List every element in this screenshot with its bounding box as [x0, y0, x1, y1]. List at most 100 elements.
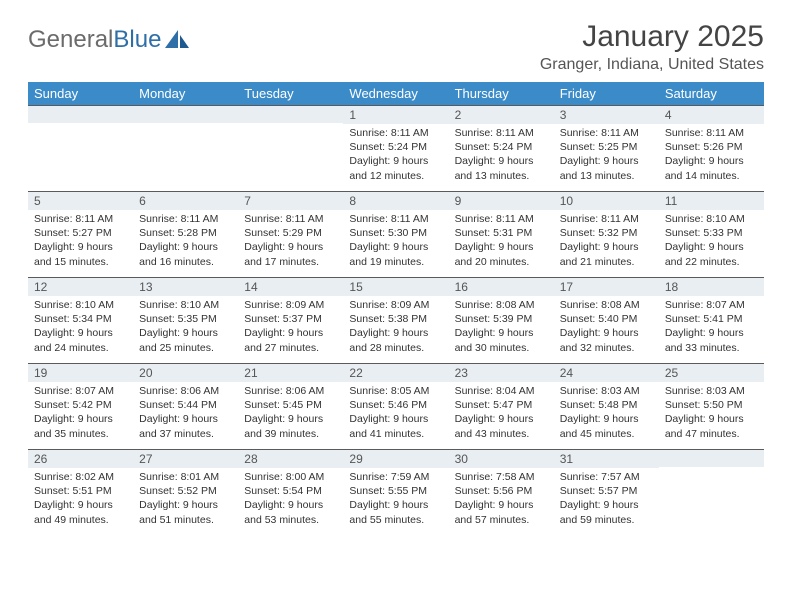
weekday-header: Wednesday: [343, 82, 448, 106]
daylight-text: Daylight: 9 hours and 53 minutes.: [244, 498, 337, 526]
day-number: 16: [449, 278, 554, 296]
day-data: Sunrise: 8:01 AMSunset: 5:52 PMDaylight:…: [133, 468, 238, 531]
day-data: Sunrise: 8:11 AMSunset: 5:31 PMDaylight:…: [449, 210, 554, 273]
daylight-text: Daylight: 9 hours and 49 minutes.: [34, 498, 127, 526]
sunset-text: Sunset: 5:24 PM: [349, 140, 442, 154]
sunset-text: Sunset: 5:42 PM: [34, 398, 127, 412]
calendar-day-cell: 24Sunrise: 8:03 AMSunset: 5:48 PMDayligh…: [554, 364, 659, 450]
day-number: [133, 106, 238, 123]
day-number: 1: [343, 106, 448, 124]
sunset-text: Sunset: 5:54 PM: [244, 484, 337, 498]
daylight-text: Daylight: 9 hours and 13 minutes.: [455, 154, 548, 182]
daylight-text: Daylight: 9 hours and 32 minutes.: [560, 326, 653, 354]
sunrise-text: Sunrise: 8:07 AM: [665, 298, 758, 312]
sunrise-text: Sunrise: 8:04 AM: [455, 384, 548, 398]
calendar-table: Sunday Monday Tuesday Wednesday Thursday…: [28, 82, 764, 536]
day-number: 14: [238, 278, 343, 296]
sunset-text: Sunset: 5:37 PM: [244, 312, 337, 326]
logo-sail-icon: [165, 30, 191, 50]
daylight-text: Daylight: 9 hours and 21 minutes.: [560, 240, 653, 268]
calendar-day-cell: [659, 450, 764, 536]
sunrise-text: Sunrise: 8:11 AM: [244, 212, 337, 226]
day-data: Sunrise: 8:11 AMSunset: 5:24 PMDaylight:…: [449, 124, 554, 187]
daylight-text: Daylight: 9 hours and 15 minutes.: [34, 240, 127, 268]
sunrise-text: Sunrise: 8:00 AM: [244, 470, 337, 484]
calendar-week-row: 12Sunrise: 8:10 AMSunset: 5:34 PMDayligh…: [28, 278, 764, 364]
day-number: 21: [238, 364, 343, 382]
day-data: Sunrise: 8:11 AMSunset: 5:25 PMDaylight:…: [554, 124, 659, 187]
calendar-week-row: 1Sunrise: 8:11 AMSunset: 5:24 PMDaylight…: [28, 106, 764, 192]
sunset-text: Sunset: 5:46 PM: [349, 398, 442, 412]
calendar-day-cell: 8Sunrise: 8:11 AMSunset: 5:30 PMDaylight…: [343, 192, 448, 278]
daylight-text: Daylight: 9 hours and 28 minutes.: [349, 326, 442, 354]
sunrise-text: Sunrise: 8:03 AM: [665, 384, 758, 398]
calendar-day-cell: 3Sunrise: 8:11 AMSunset: 5:25 PMDaylight…: [554, 106, 659, 192]
daylight-text: Daylight: 9 hours and 57 minutes.: [455, 498, 548, 526]
daylight-text: Daylight: 9 hours and 20 minutes.: [455, 240, 548, 268]
logo-text-blue: Blue: [113, 26, 161, 54]
day-data: Sunrise: 8:08 AMSunset: 5:40 PMDaylight:…: [554, 296, 659, 359]
daylight-text: Daylight: 9 hours and 39 minutes.: [244, 412, 337, 440]
calendar-day-cell: [238, 106, 343, 192]
sunset-text: Sunset: 5:39 PM: [455, 312, 548, 326]
daylight-text: Daylight: 9 hours and 35 minutes.: [34, 412, 127, 440]
sunrise-text: Sunrise: 7:58 AM: [455, 470, 548, 484]
day-number: 17: [554, 278, 659, 296]
daylight-text: Daylight: 9 hours and 59 minutes.: [560, 498, 653, 526]
day-data: Sunrise: 8:05 AMSunset: 5:46 PMDaylight:…: [343, 382, 448, 445]
day-number: [28, 106, 133, 123]
daylight-text: Daylight: 9 hours and 19 minutes.: [349, 240, 442, 268]
day-number: 4: [659, 106, 764, 124]
daylight-text: Daylight: 9 hours and 37 minutes.: [139, 412, 232, 440]
day-number: [659, 450, 764, 467]
sunrise-text: Sunrise: 8:11 AM: [139, 212, 232, 226]
sunrise-text: Sunrise: 8:11 AM: [455, 212, 548, 226]
month-title: January 2025: [540, 20, 764, 54]
day-number: 18: [659, 278, 764, 296]
daylight-text: Daylight: 9 hours and 41 minutes.: [349, 412, 442, 440]
day-data: Sunrise: 8:08 AMSunset: 5:39 PMDaylight:…: [449, 296, 554, 359]
day-number: 2: [449, 106, 554, 124]
sunset-text: Sunset: 5:38 PM: [349, 312, 442, 326]
daylight-text: Daylight: 9 hours and 12 minutes.: [349, 154, 442, 182]
header: GeneralBlue January 2025 Granger, Indian…: [28, 20, 764, 74]
calendar-day-cell: 14Sunrise: 8:09 AMSunset: 5:37 PMDayligh…: [238, 278, 343, 364]
calendar-day-cell: 10Sunrise: 8:11 AMSunset: 5:32 PMDayligh…: [554, 192, 659, 278]
day-number: 27: [133, 450, 238, 468]
sunset-text: Sunset: 5:26 PM: [665, 140, 758, 154]
day-data: Sunrise: 8:07 AMSunset: 5:42 PMDaylight:…: [28, 382, 133, 445]
calendar-page: GeneralBlue January 2025 Granger, Indian…: [0, 0, 792, 556]
day-number: 5: [28, 192, 133, 210]
sunrise-text: Sunrise: 8:11 AM: [560, 126, 653, 140]
daylight-text: Daylight: 9 hours and 14 minutes.: [665, 154, 758, 182]
sunset-text: Sunset: 5:52 PM: [139, 484, 232, 498]
day-data: Sunrise: 8:00 AMSunset: 5:54 PMDaylight:…: [238, 468, 343, 531]
weekday-header: Monday: [133, 82, 238, 106]
calendar-day-cell: 7Sunrise: 8:11 AMSunset: 5:29 PMDaylight…: [238, 192, 343, 278]
calendar-day-cell: 18Sunrise: 8:07 AMSunset: 5:41 PMDayligh…: [659, 278, 764, 364]
sunset-text: Sunset: 5:51 PM: [34, 484, 127, 498]
weekday-header: Sunday: [28, 82, 133, 106]
sunrise-text: Sunrise: 8:03 AM: [560, 384, 653, 398]
sunrise-text: Sunrise: 8:11 AM: [560, 212, 653, 226]
calendar-day-cell: 26Sunrise: 8:02 AMSunset: 5:51 PMDayligh…: [28, 450, 133, 536]
calendar-day-cell: 5Sunrise: 8:11 AMSunset: 5:27 PMDaylight…: [28, 192, 133, 278]
day-number: 12: [28, 278, 133, 296]
day-data: Sunrise: 8:03 AMSunset: 5:50 PMDaylight:…: [659, 382, 764, 445]
sunrise-text: Sunrise: 8:11 AM: [455, 126, 548, 140]
sunrise-text: Sunrise: 8:07 AM: [34, 384, 127, 398]
sunrise-text: Sunrise: 8:05 AM: [349, 384, 442, 398]
sunset-text: Sunset: 5:50 PM: [665, 398, 758, 412]
daylight-text: Daylight: 9 hours and 43 minutes.: [455, 412, 548, 440]
sunset-text: Sunset: 5:33 PM: [665, 226, 758, 240]
sunset-text: Sunset: 5:56 PM: [455, 484, 548, 498]
daylight-text: Daylight: 9 hours and 45 minutes.: [560, 412, 653, 440]
calendar-day-cell: [133, 106, 238, 192]
calendar-day-cell: 11Sunrise: 8:10 AMSunset: 5:33 PMDayligh…: [659, 192, 764, 278]
calendar-day-cell: 22Sunrise: 8:05 AMSunset: 5:46 PMDayligh…: [343, 364, 448, 450]
sunset-text: Sunset: 5:28 PM: [139, 226, 232, 240]
daylight-text: Daylight: 9 hours and 25 minutes.: [139, 326, 232, 354]
daylight-text: Daylight: 9 hours and 33 minutes.: [665, 326, 758, 354]
calendar-day-cell: 4Sunrise: 8:11 AMSunset: 5:26 PMDaylight…: [659, 106, 764, 192]
calendar-day-cell: 29Sunrise: 7:59 AMSunset: 5:55 PMDayligh…: [343, 450, 448, 536]
